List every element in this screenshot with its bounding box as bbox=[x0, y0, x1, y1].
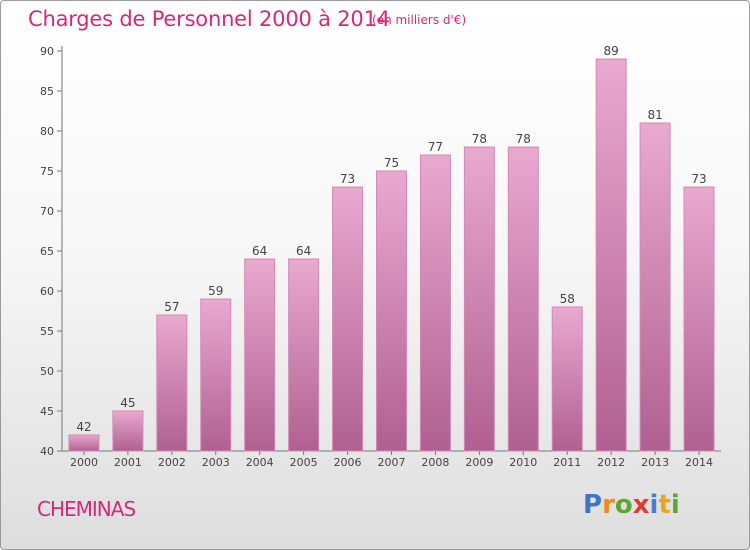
chart-subtitle: (en milliers d'€) bbox=[372, 13, 467, 27]
x-tick-label: 2003 bbox=[202, 456, 230, 469]
data-label: 59 bbox=[208, 284, 223, 298]
bar bbox=[376, 170, 407, 452]
commune-name: CHEMINAS bbox=[37, 497, 136, 521]
bar bbox=[244, 258, 276, 452]
y-tick-label: 85 bbox=[40, 85, 54, 98]
data-label: 89 bbox=[604, 44, 619, 58]
data-label: 64 bbox=[252, 244, 267, 258]
y-tick-label: 50 bbox=[40, 365, 54, 378]
data-label: 64 bbox=[296, 244, 311, 258]
bar bbox=[288, 258, 320, 452]
bar bbox=[68, 434, 100, 452]
data-label: 77 bbox=[428, 140, 443, 154]
y-tick-label: 55 bbox=[40, 325, 54, 338]
bar bbox=[332, 186, 364, 452]
data-label: 73 bbox=[340, 172, 355, 186]
y-tick-label: 60 bbox=[40, 285, 54, 298]
logo-letter: t bbox=[658, 490, 671, 520]
y-tick-label: 40 bbox=[40, 445, 54, 458]
data-label: 78 bbox=[472, 132, 487, 146]
y-tick-label: 65 bbox=[40, 245, 54, 258]
y-tick-label: 75 bbox=[40, 165, 54, 178]
bar bbox=[463, 146, 495, 452]
x-tick-label: 2007 bbox=[378, 456, 406, 469]
bar bbox=[551, 306, 583, 452]
x-tick-label: 2012 bbox=[597, 456, 625, 469]
bar bbox=[156, 314, 188, 452]
logo-letter: x bbox=[632, 490, 650, 520]
data-label: 75 bbox=[384, 156, 399, 170]
y-tick-label: 90 bbox=[40, 45, 54, 58]
y-tick-label: 70 bbox=[40, 205, 54, 218]
x-tick-label: 2004 bbox=[246, 456, 274, 469]
chart-title: Charges de Personnel 2000 à 2014 bbox=[28, 7, 390, 31]
data-label: 57 bbox=[164, 300, 179, 314]
x-tick-label: 2010 bbox=[509, 456, 537, 469]
y-tick-label: 45 bbox=[40, 405, 54, 418]
x-tick-label: 2013 bbox=[641, 456, 669, 469]
data-label: 45 bbox=[120, 396, 135, 410]
logo-letter: P bbox=[583, 490, 603, 520]
bar bbox=[639, 122, 671, 452]
x-tick-label: 2002 bbox=[158, 456, 186, 469]
bar bbox=[200, 298, 232, 452]
logo-letter: i bbox=[649, 490, 659, 520]
bar bbox=[419, 154, 451, 452]
bar bbox=[595, 58, 627, 452]
logo-letter: r bbox=[602, 490, 615, 520]
x-tick-label: 2000 bbox=[70, 456, 98, 469]
bar bbox=[507, 146, 539, 452]
x-tick-label: 2005 bbox=[290, 456, 318, 469]
data-label: 73 bbox=[691, 172, 706, 186]
bar bbox=[683, 186, 715, 452]
data-label: 42 bbox=[76, 420, 91, 434]
x-tick-label: 2006 bbox=[334, 456, 362, 469]
logo-letter: o bbox=[614, 490, 633, 520]
data-label: 81 bbox=[647, 108, 662, 122]
chart-labels: 2000 42 2001 45 2002 57 2003 59 2004 64 2005 64 2006… bbox=[70, 44, 713, 469]
x-tick-label: 2011 bbox=[553, 456, 581, 469]
x-tick-label: 2008 bbox=[421, 456, 449, 469]
x-tick-label: 2001 bbox=[114, 456, 142, 469]
bar bbox=[112, 410, 144, 452]
x-tick-label: 2014 bbox=[685, 456, 713, 469]
data-label: 78 bbox=[516, 132, 531, 146]
logo-letter: i bbox=[670, 490, 680, 520]
x-tick-label: 2009 bbox=[465, 456, 493, 469]
data-label: 58 bbox=[560, 292, 575, 306]
proxiti-logo: Proxiti bbox=[583, 490, 680, 520]
chart-bars bbox=[68, 58, 715, 452]
y-tick-label: 80 bbox=[40, 125, 54, 138]
